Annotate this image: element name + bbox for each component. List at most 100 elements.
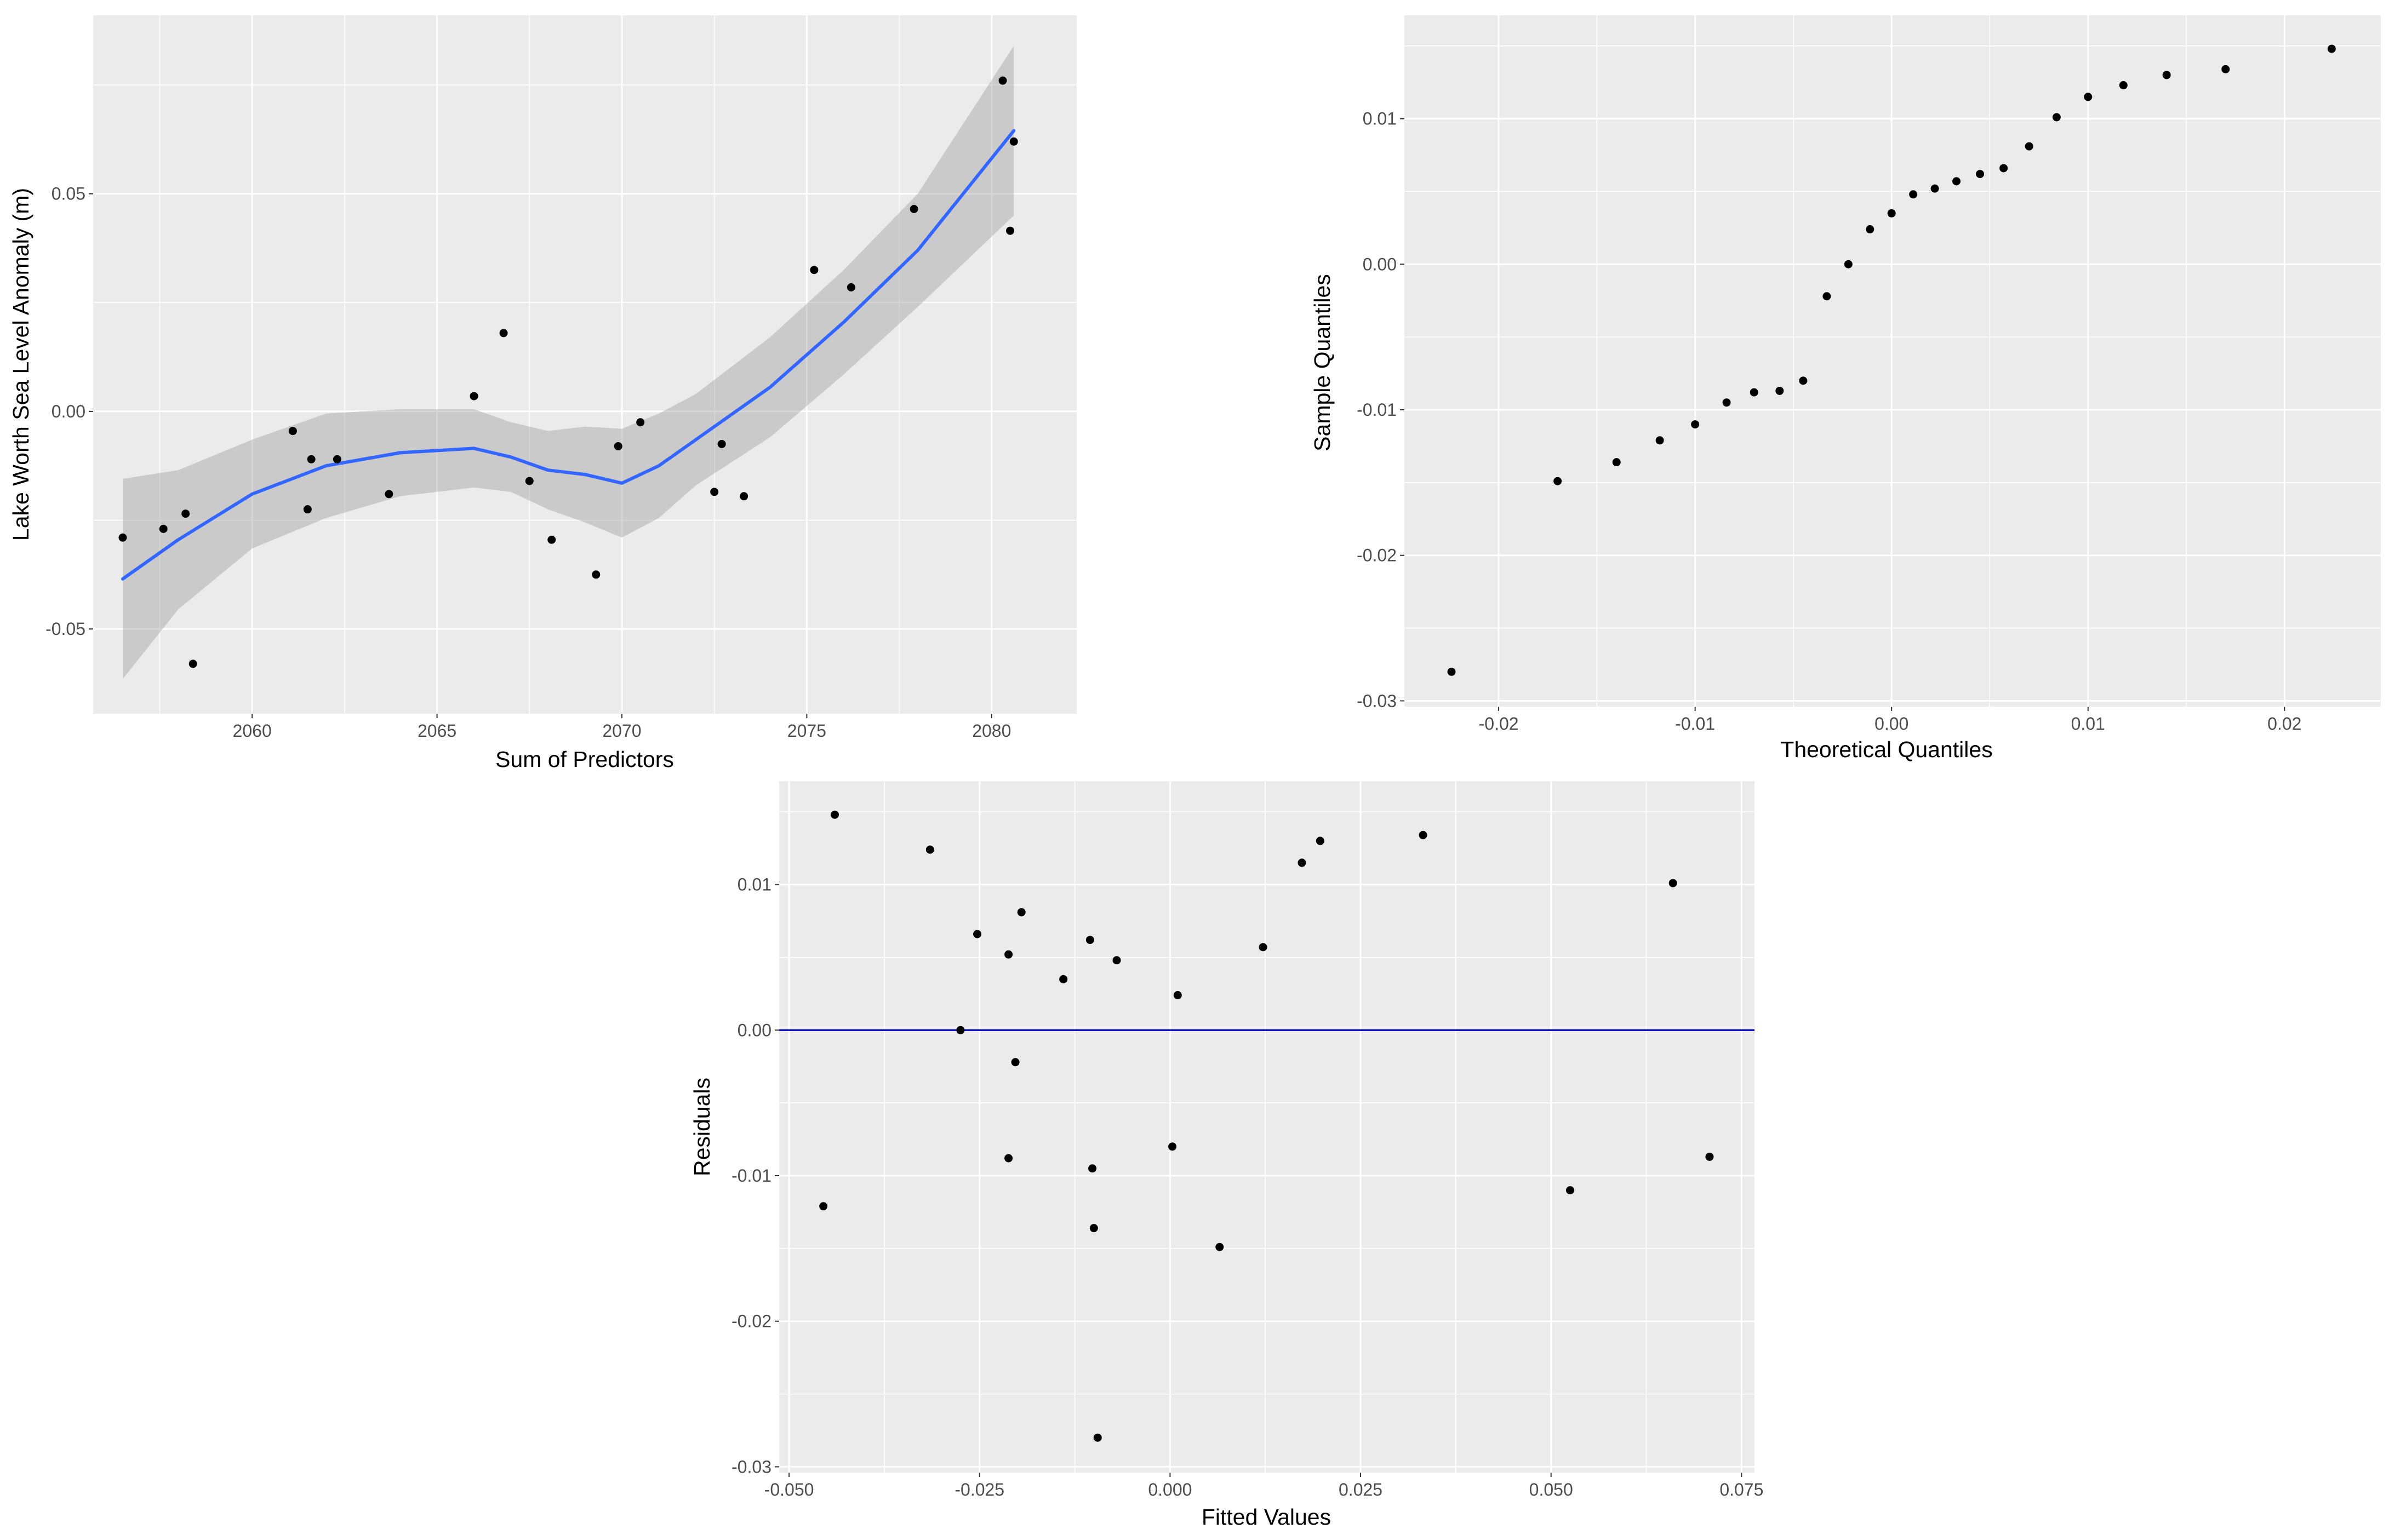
- x-tick-label: 0.050: [1529, 1480, 1573, 1499]
- data-points: [819, 810, 1714, 1442]
- data-point: [1553, 477, 1562, 485]
- data-point: [1822, 292, 1831, 301]
- data-point: [1298, 858, 1306, 867]
- x-tick-label: 2060: [233, 721, 272, 741]
- data-point: [740, 492, 748, 501]
- data-point: [1004, 950, 1013, 959]
- y-tick-label: -0.01: [1357, 400, 1397, 420]
- data-point: [636, 418, 645, 427]
- data-point: [847, 283, 855, 291]
- qq-plot-svg: -0.02 -0.01 0.00 0.01 0.02 -0.03 -0.02 -0.01 0.…: [1310, 15, 2381, 762]
- data-point: [819, 1202, 828, 1211]
- x-tick-label: 2080: [972, 721, 1011, 741]
- data-point: [710, 488, 719, 496]
- confidence-band: [122, 45, 1014, 679]
- data-point: [1006, 226, 1015, 235]
- x-tick-label: 2070: [602, 721, 641, 741]
- data-point: [385, 490, 393, 499]
- data-point: [1909, 190, 1918, 199]
- grid-lines: [93, 15, 1077, 714]
- x-tick-label: -0.02: [1479, 714, 1519, 734]
- data-point: [831, 810, 839, 819]
- y-axis-title: Lake Worth Sea Level Anomaly (m): [8, 188, 33, 541]
- data-point: [1866, 225, 1874, 234]
- y-tick-label: 0.00: [52, 402, 85, 421]
- residuals-chart: -0.050 -0.025 0.000 0.025 0.050 0.075 -0.03 -0…: [685, 767, 1781, 1537]
- x-tick-label: 0.025: [1339, 1480, 1382, 1499]
- data-point: [2221, 65, 2230, 73]
- data-point: [1976, 170, 1985, 179]
- data-point: [998, 76, 1007, 85]
- data-point: [1750, 388, 1758, 397]
- data-point: [1009, 137, 1018, 146]
- y-tick-label: 0.01: [738, 875, 771, 895]
- data-point: [925, 845, 934, 854]
- data-point: [525, 477, 534, 485]
- y-tick-label: -0.02: [731, 1312, 771, 1331]
- x-tick-label: -0.050: [764, 1480, 814, 1499]
- data-point: [2162, 71, 2171, 79]
- qq-plot-chart: -0.02 -0.01 0.00 0.01 0.02 -0.03 -0.02 -0.01 0.…: [1304, 0, 2389, 772]
- x-tick-labels: -0.050 -0.025 0.000 0.025 0.050 0.075: [764, 1473, 1763, 1499]
- data-point: [1844, 260, 1853, 268]
- data-point: [1089, 1224, 1098, 1233]
- data-point: [2025, 142, 2033, 151]
- y-tick-label: -0.03: [731, 1457, 771, 1476]
- x-tick-label: 0.00: [1874, 714, 1908, 734]
- y-tick-labels: -0.03 -0.02 -0.01 0.00 0.01: [1357, 109, 1404, 711]
- data-point: [1059, 975, 1068, 983]
- data-point: [499, 329, 508, 337]
- data-point: [288, 427, 297, 436]
- data-point: [1952, 177, 1961, 186]
- y-tick-label: -0.01: [731, 1166, 771, 1186]
- data-point: [592, 570, 601, 579]
- x-tick-label: 0.01: [2071, 714, 2105, 734]
- y-axis-title: Residuals: [689, 1078, 715, 1176]
- y-tick-label: -0.03: [1357, 691, 1397, 711]
- x-tick-label: 0.000: [1148, 1480, 1192, 1499]
- data-point: [956, 1026, 965, 1034]
- data-point: [1722, 398, 1731, 407]
- x-tick-label: 2075: [787, 721, 826, 741]
- data-point: [614, 442, 622, 450]
- data-point: [1215, 1243, 1224, 1251]
- data-point: [717, 439, 726, 448]
- data-point: [2327, 44, 2336, 53]
- data-point: [1419, 831, 1427, 839]
- plot-panel-background: [779, 781, 1754, 1473]
- y-tick-label: 0.05: [52, 184, 85, 204]
- smooth-fit-chart: 2060 2065 2070 2075 2080 -0.05 0.00 0.05 Sum o…: [0, 0, 1096, 778]
- x-tick-label: 2065: [418, 721, 456, 741]
- data-point: [470, 392, 478, 400]
- data-point: [181, 509, 190, 518]
- smooth-fit-svg: 2060 2065 2070 2075 2080 -0.05 0.00 0.05 Sum o…: [8, 15, 1077, 772]
- data-point: [1999, 164, 2008, 173]
- y-tick-labels: -0.05 0.00 0.05: [45, 184, 93, 639]
- data-point: [810, 266, 819, 274]
- x-axis-title: Fitted Values: [1202, 1504, 1331, 1530]
- y-tick-labels: -0.03 -0.02 -0.01 0.00 0.01: [731, 875, 779, 1476]
- x-tick-label: 0.075: [1719, 1480, 1763, 1499]
- data-point: [159, 524, 168, 533]
- data-point: [1705, 1152, 1714, 1161]
- data-point: [1011, 1058, 1020, 1067]
- y-tick-label: 0.01: [1363, 109, 1397, 129]
- y-tick-label: 0.00: [1363, 254, 1397, 274]
- data-point: [1447, 667, 1456, 676]
- data-point: [1691, 420, 1700, 429]
- data-point: [2052, 113, 2061, 122]
- data-point: [1085, 936, 1094, 944]
- data-point: [118, 533, 127, 542]
- data-point: [1565, 1186, 1574, 1195]
- data-point: [333, 455, 341, 463]
- data-point: [1093, 1433, 1102, 1442]
- data-point: [1668, 879, 1677, 888]
- x-tick-label: 0.02: [2267, 714, 2301, 734]
- confidence-band-area: [122, 45, 1014, 679]
- y-axis-title: Sample Quantiles: [1310, 274, 1335, 451]
- plot-panel-background: [1404, 15, 2381, 707]
- x-tick-label: -0.01: [1675, 714, 1715, 734]
- data-point: [1168, 1142, 1177, 1151]
- x-tick-labels: 2060 2065 2070 2075 2080: [233, 714, 1011, 741]
- data-point: [2084, 93, 2093, 101]
